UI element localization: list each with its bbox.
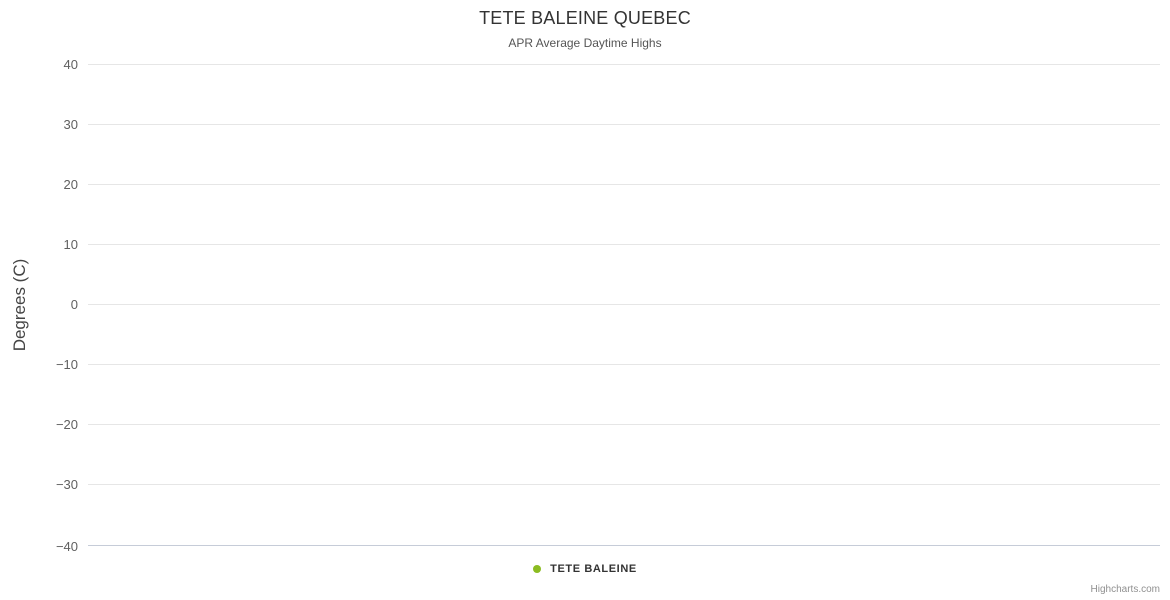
y-tick-label: −10 xyxy=(55,357,78,372)
chart-legend: TETE BALEINE xyxy=(0,563,1170,575)
gridline xyxy=(88,244,1160,245)
gridline xyxy=(88,64,1160,65)
y-tick-label: 40 xyxy=(63,57,78,72)
x-axis-line xyxy=(88,545,1160,546)
gridline xyxy=(88,184,1160,185)
chart-subtitle: APR Average Daytime Highs xyxy=(508,36,662,50)
y-tick-label: −30 xyxy=(55,477,78,492)
plot-area xyxy=(88,64,1160,546)
gridline xyxy=(88,304,1160,305)
gridline xyxy=(88,124,1160,125)
gridline xyxy=(88,484,1160,485)
highcharts-credits[interactable]: Highcharts.com xyxy=(1090,584,1160,595)
y-axis-tick-labels: 40 30 20 10 0 −10 −20 −30 −40 xyxy=(18,58,78,553)
y-tick-label: 30 xyxy=(63,117,78,132)
gridline xyxy=(88,364,1160,365)
legend-item-label: TETE BALEINE xyxy=(550,563,637,575)
chart-title: TETE BALEINE QUEBEC xyxy=(479,8,691,28)
y-tick-label: −40 xyxy=(55,539,78,554)
y-tick-label: 0 xyxy=(70,297,78,312)
legend-marker-icon xyxy=(533,565,542,573)
gridline xyxy=(88,424,1160,425)
y-tick-label: −20 xyxy=(55,417,78,432)
y-tick-label: 10 xyxy=(63,237,78,252)
legend-item-tete-baleine[interactable]: TETE BALEINE xyxy=(529,563,641,575)
y-tick-label: 20 xyxy=(63,177,78,192)
